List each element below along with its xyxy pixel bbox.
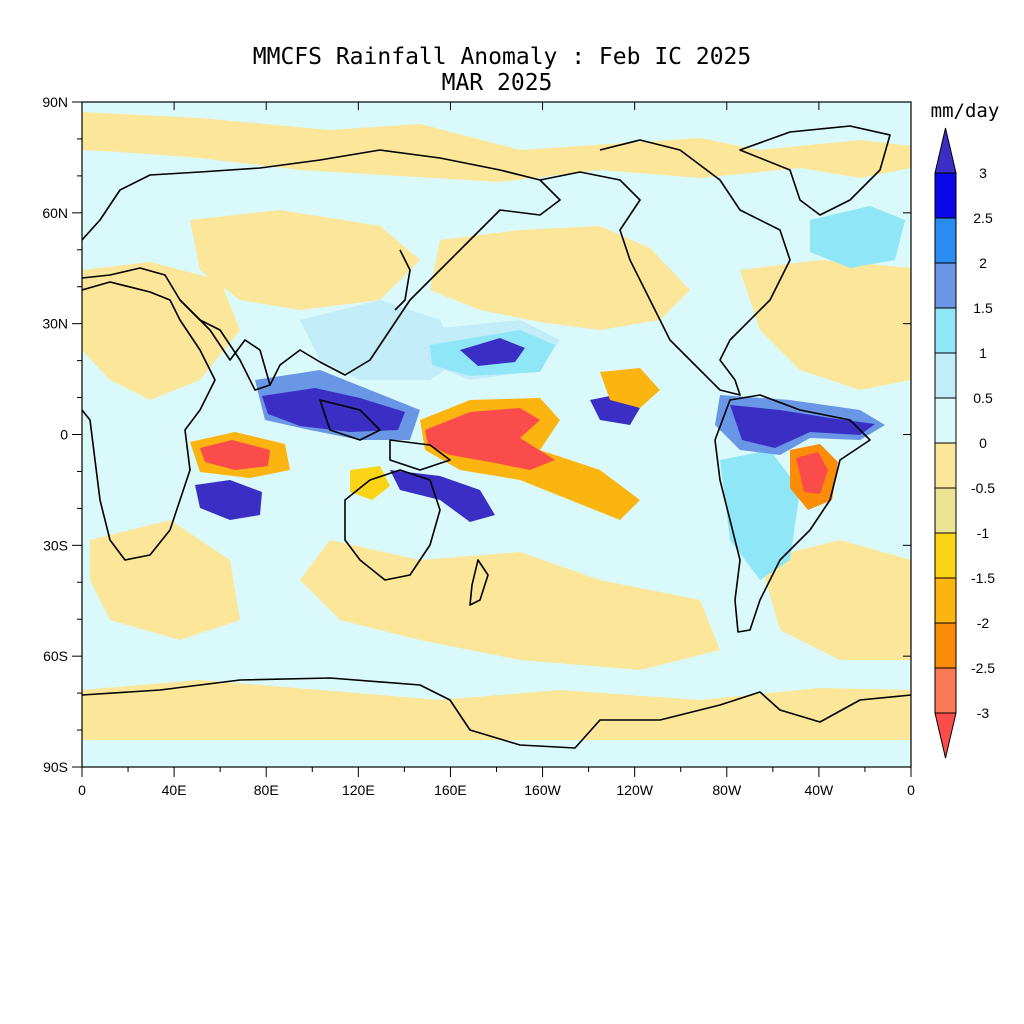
anomaly-region-south-america-positive (720, 450, 800, 580)
colorbar-level-label: -2 (977, 615, 990, 631)
x-tick-label: 80W (712, 782, 742, 798)
coastlines (82, 125, 911, 749)
colorbar-level-label: -1.5 (971, 570, 995, 586)
coastline-new-zealand (469, 559, 489, 606)
coastline-arabia-india (179, 299, 271, 386)
coastline-africa (82, 281, 216, 561)
colorbar-swatch (934, 622, 957, 669)
colorbar-swatch (934, 352, 957, 399)
x-tick-label: 0 (78, 782, 86, 798)
colorbar-swatch (934, 487, 957, 534)
colorbar-level-label: -3 (977, 705, 990, 721)
colorbar-swatch (934, 262, 957, 309)
colorbar-unit: mm/day (931, 100, 1000, 122)
x-axis: 0 40E 80E 120E 160E 160W 120W 80W 40W 0 (78, 102, 915, 798)
anomaly-region-north-pacific-strong (460, 338, 525, 366)
x-tick-label: 120E (342, 782, 375, 798)
colorbar-level-label: -2.5 (971, 660, 995, 676)
coastline-australia (344, 469, 441, 581)
anomaly-region-africa-negative (82, 262, 240, 400)
anomaly-region-asia-negative (190, 210, 420, 310)
colorbar-labels: 3 2.5 2 1.5 1 0.5 0 -0.5 -1 -1.5 -2 -2.5 -3 (971, 165, 995, 721)
colorbar-swatch (934, 397, 957, 444)
coastline-south-america (714, 394, 871, 633)
y-tick-label: 90S (43, 759, 68, 775)
coastline-europe-asia (82, 149, 561, 391)
colorbar-level-label: 1.5 (973, 300, 993, 316)
anomaly-region-east-pacific-negative (600, 368, 660, 408)
anomaly-region-indian-ocean-negative (90, 520, 240, 640)
coastline-antarctica (82, 677, 911, 749)
colorbar-level-label: -0.5 (971, 480, 995, 496)
anomaly-region-maritime-strong (262, 388, 405, 432)
x-tick-label: 40W (804, 782, 834, 798)
anomaly-region-north-pacific-negative (430, 226, 690, 330)
colorbar-swatch (934, 667, 957, 714)
colorbar-level-label: 0.5 (973, 390, 993, 406)
x-tick-label: 80E (254, 782, 279, 798)
colorbar-scale (934, 127, 957, 759)
colorbar-swatch (934, 532, 957, 579)
colorbar-swatch (934, 577, 957, 624)
y-tick-label: 30N (42, 316, 68, 332)
anomaly-region-south-pacific-negative (300, 540, 720, 670)
coastline-greenland (739, 125, 891, 216)
x-tick-label: 0 (907, 782, 915, 798)
x-tick-label: 160E (434, 782, 467, 798)
colorbar-swatch (934, 217, 957, 264)
anomaly-region-amazon-strong (730, 405, 875, 448)
coastline-japan (394, 249, 411, 311)
anomaly-region-central-pacific-strong (425, 408, 555, 470)
colorbar-level-label: 1 (979, 345, 987, 361)
colorbar-level-label: -1 (977, 525, 990, 541)
y-tick-label: 0 (60, 427, 68, 443)
anomaly-region-greenland-positive (810, 206, 905, 268)
figure-title: MMCFS Rainfall Anomaly : Feb IC 2025 (253, 44, 752, 70)
anomaly-field (82, 112, 911, 740)
anomaly-region-spcz-strong (390, 470, 495, 522)
colorbar-swatch (934, 172, 957, 219)
anomaly-region-atlantic-negative (740, 260, 911, 390)
y-axis: 90N 60N 30N 0 30S 60S 90S (42, 94, 911, 775)
figure-subtitle: MAR 2025 (442, 70, 553, 96)
colorbar-swatch (934, 307, 957, 354)
x-tick-label: 40E (162, 782, 187, 798)
anomaly-region-indian-ocean-strong (195, 480, 262, 520)
anomaly-region-australia-negative (350, 466, 390, 500)
x-tick-label: 120W (616, 782, 653, 798)
coastline-north-america (539, 139, 791, 396)
colorbar-swatch (934, 442, 957, 489)
y-tick-label: 90N (42, 94, 68, 110)
colorbar-triangle-top (934, 127, 957, 174)
y-tick-label: 30S (43, 537, 68, 553)
y-tick-label: 60N (42, 205, 68, 221)
anomaly-region-indian-west-strong (200, 440, 270, 470)
colorbar-triangle-bottom (934, 712, 957, 759)
colorbar-level-label: 3 (979, 165, 987, 181)
x-tick-label: 160W (524, 782, 561, 798)
map-panel: 0 40E 80E 120E 160E 160W 120W 80W 40W 0 90N 60N 30N… (42, 94, 915, 798)
colorbar: mm/day 3 2.5 2 1.5 1 0.5 0 -0.5 -1 -1.5 -2 -2.5 -3 (931, 100, 1000, 759)
anomaly-region-south-atlantic-negative (760, 540, 911, 660)
anomaly-region-southern-ocean-negative (82, 680, 911, 740)
colorbar-level-label: 0 (979, 435, 987, 451)
coastline-maritime-continent (319, 399, 451, 471)
colorbar-level-label: 2.5 (973, 210, 993, 226)
y-tick-label: 60S (43, 648, 68, 664)
colorbar-level-label: 2 (979, 255, 987, 271)
anomaly-region-brazil-strong (796, 452, 828, 494)
